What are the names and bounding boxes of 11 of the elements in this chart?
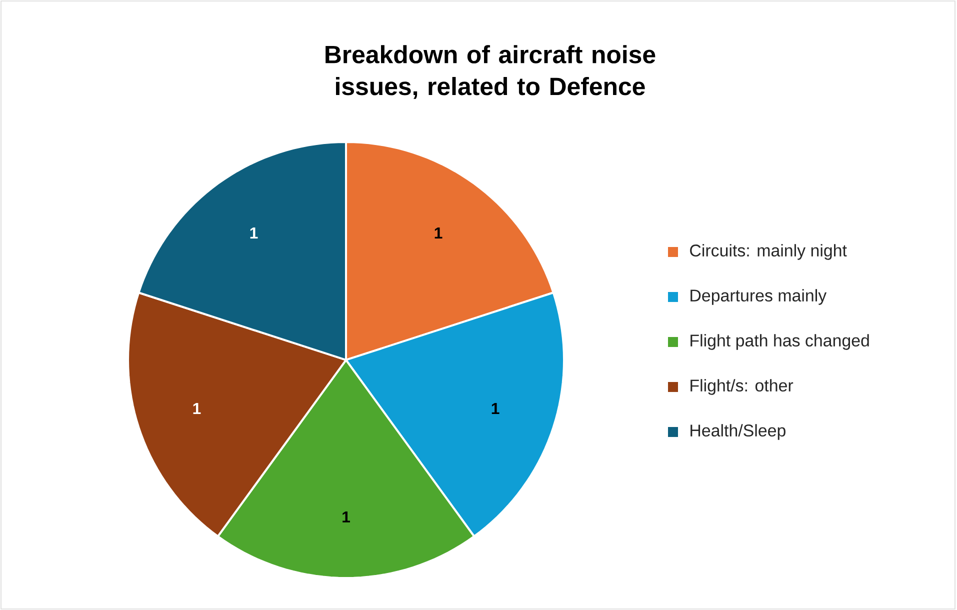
- data-label: 1: [250, 228, 258, 238]
- legend-label: Flight path has changed: [690, 334, 869, 350]
- data-label: 1: [492, 403, 500, 414]
- legend-label: Departures mainly: [690, 289, 827, 305]
- legend-label: Flight/s: other: [690, 379, 794, 395]
- data-label: 1: [434, 228, 442, 238]
- legend-label: Health/Sleep: [690, 424, 786, 440]
- chart-title: Breakdown of aircraft noise issues, related to Defence: [326, 45, 656, 99]
- data-label: 1: [342, 511, 350, 522]
- legend-label: Circuits: mainly night: [690, 244, 847, 260]
- data-label: 1: [193, 403, 201, 414]
